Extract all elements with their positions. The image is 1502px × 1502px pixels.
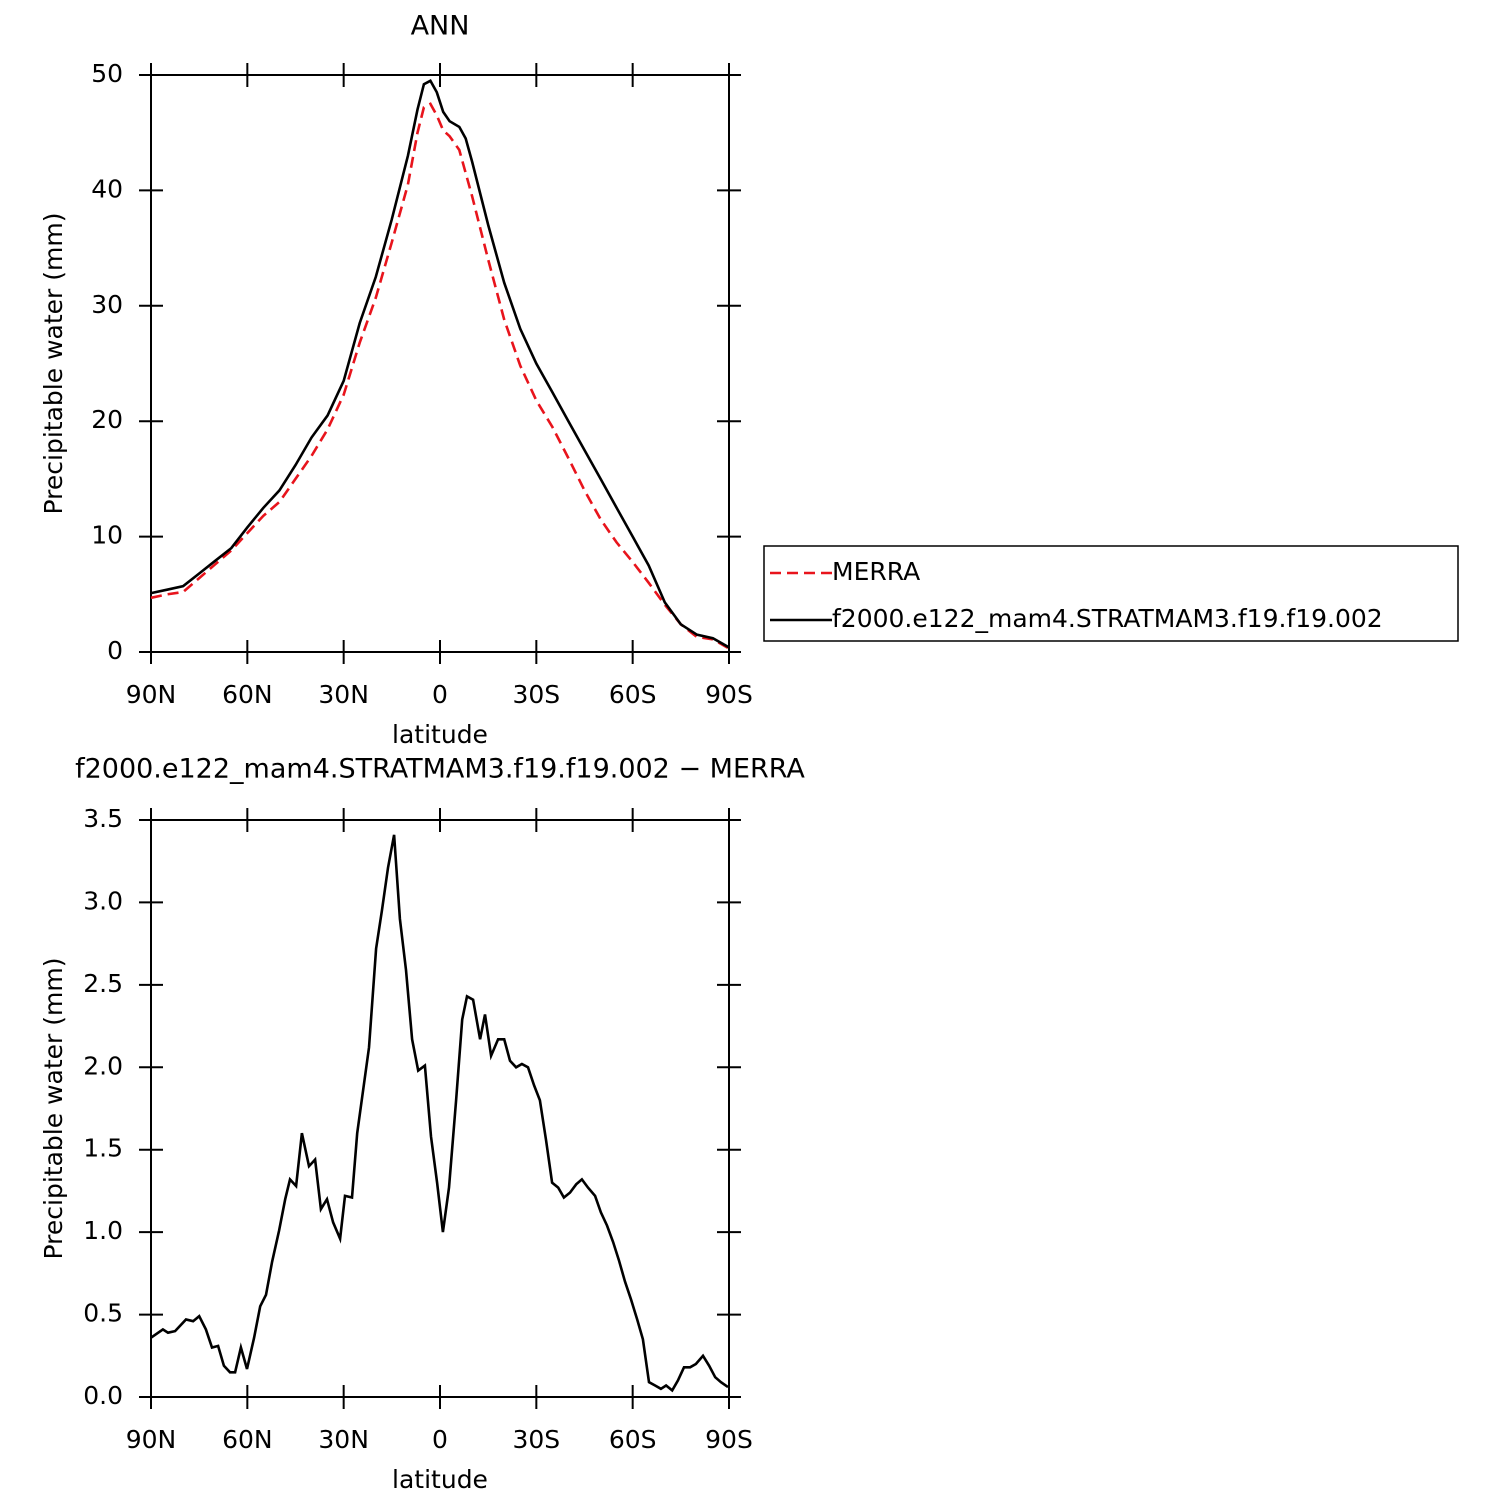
chart-title: ANN [411, 11, 470, 42]
x-tick-label: 30N [318, 1425, 369, 1454]
y-axis-label: Precipitable water (mm) [39, 958, 68, 1260]
legend-label: f2000.e122_mam4.STRATMAM3.f19.f19.002 [832, 604, 1383, 633]
x-tick-label: 30N [318, 680, 369, 709]
chart-title: f2000.e122_mam4.STRATMAM3.f19.f19.002 − … [75, 754, 805, 785]
x-tick-label: 90N [126, 1425, 177, 1454]
x-tick-label: 60N [222, 680, 273, 709]
y-tick-label: 0 [107, 636, 123, 665]
y-tick-label: 2.0 [83, 1051, 123, 1080]
y-tick-label: 50 [91, 59, 123, 88]
y-tick-label: 30 [91, 290, 123, 319]
y-tick-label: 2.5 [83, 969, 123, 998]
y-tick-label: 0.5 [83, 1299, 123, 1328]
y-tick-label: 0.0 [83, 1381, 123, 1410]
x-tick-label: 30S [512, 680, 560, 709]
x-axis-label: latitude [392, 720, 488, 749]
y-tick-label: 1.5 [83, 1134, 123, 1163]
data-line [150, 79, 730, 649]
legend-box [763, 545, 1459, 642]
x-axis-label: latitude [392, 1465, 488, 1494]
x-tick-label: 0 [432, 1425, 448, 1454]
legend-label: MERRA [832, 557, 920, 586]
x-tick-label: 90S [705, 1425, 753, 1454]
y-tick-label: 40 [91, 174, 123, 203]
data-line [150, 102, 730, 650]
y-tick-label: 20 [91, 405, 123, 434]
plot-frame [150, 74, 730, 653]
x-tick-label: 90S [705, 680, 753, 709]
data-line [150, 834, 729, 1393]
y-tick-label: 3.0 [83, 886, 123, 915]
plot-frame [150, 819, 730, 1398]
y-tick-label: 10 [91, 521, 123, 550]
x-tick-label: 90N [126, 680, 177, 709]
y-tick-label: 3.5 [83, 804, 123, 833]
x-tick-label: 60N [222, 1425, 273, 1454]
x-tick-label: 0 [432, 680, 448, 709]
x-tick-label: 60S [609, 1425, 657, 1454]
x-tick-label: 60S [609, 680, 657, 709]
y-axis-label: Precipitable water (mm) [39, 213, 68, 515]
x-tick-label: 30S [512, 1425, 560, 1454]
y-tick-label: 1.0 [83, 1216, 123, 1245]
